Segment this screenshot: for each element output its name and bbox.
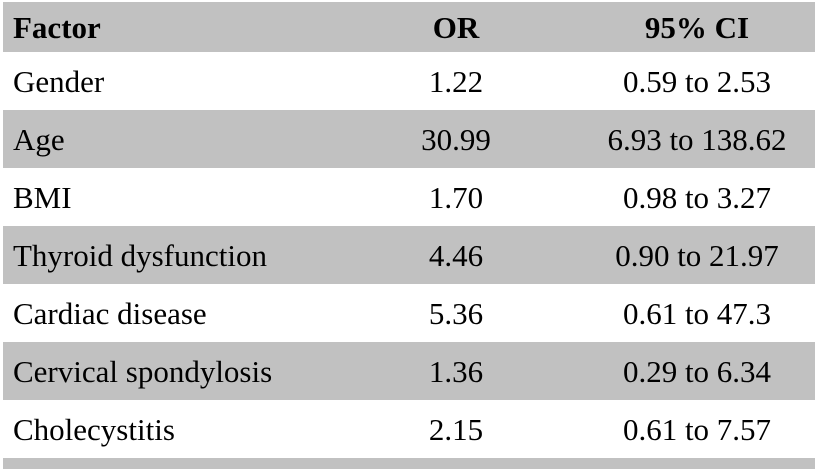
- table-row: Thyroid dysfunction 4.46 0.90 to 21.97: [3, 226, 815, 284]
- table-row: Cardiac disease 5.36 0.61 to 47.3: [3, 284, 815, 342]
- row-ci-cell: 0.59 to 2.53: [622, 63, 772, 99]
- row-or-cell: 4.46: [363, 226, 535, 284]
- header-cell-ci: 95% CI: [534, 2, 815, 52]
- table-row: Age 30.99 6.93 to 138.62: [3, 110, 815, 168]
- table-row: Cholecystitis 2.15 0.61 to 7.57: [3, 400, 815, 458]
- row-ci-cell: 0.61 to 7.57: [622, 411, 772, 447]
- table-body: Gender 1.22 0.59 to 2.53 Age 30.99 6.93 to 13…: [3, 52, 815, 458]
- table-row: Gender 1.22 0.59 to 2.53: [3, 52, 815, 110]
- odds-ratio-table: Factor OR 95% CI Gender 1.22 0.59 to 2.53 A…: [3, 2, 815, 458]
- header-cell-or: OR: [363, 2, 535, 52]
- table-row: Cervical spondylosis 1.36 0.29 to 6.34: [3, 342, 815, 400]
- row-or-cell: 1.22: [428, 63, 484, 99]
- row-factor-cell: Cardiac disease: [13, 295, 207, 331]
- row-or-cell: 2.15: [428, 411, 484, 447]
- row-ci-cell: 6.93 to 138.62: [534, 110, 815, 168]
- row-or-cell: 1.36: [363, 342, 535, 400]
- row-ci-cell: 0.61 to 47.3: [622, 295, 772, 331]
- row-factor-cell: Cervical spondylosis: [3, 342, 364, 400]
- row-ci-cell: 0.90 to 21.97: [534, 226, 815, 284]
- row-factor-cell: BMI: [13, 179, 72, 215]
- row-ci-cell: 0.98 to 3.27: [622, 179, 772, 215]
- table-row: BMI 1.70 0.98 to 3.27: [3, 168, 815, 226]
- row-factor-cell: Thyroid dysfunction: [3, 226, 364, 284]
- header-cell-factor: Factor: [3, 2, 364, 52]
- row-factor-cell: Gender: [13, 63, 105, 99]
- bottom-stripe: [3, 458, 815, 469]
- row-ci-cell: 0.29 to 6.34: [534, 342, 815, 400]
- header-row: Factor OR 95% CI: [3, 2, 815, 52]
- row-or-cell: 5.36: [428, 295, 484, 331]
- table-header: Factor OR 95% CI: [3, 2, 815, 52]
- row-or-cell: 1.70: [428, 179, 484, 215]
- row-factor-cell: Cholecystitis: [13, 411, 175, 447]
- row-or-cell: 30.99: [363, 110, 535, 168]
- row-factor-cell: Age: [3, 110, 364, 168]
